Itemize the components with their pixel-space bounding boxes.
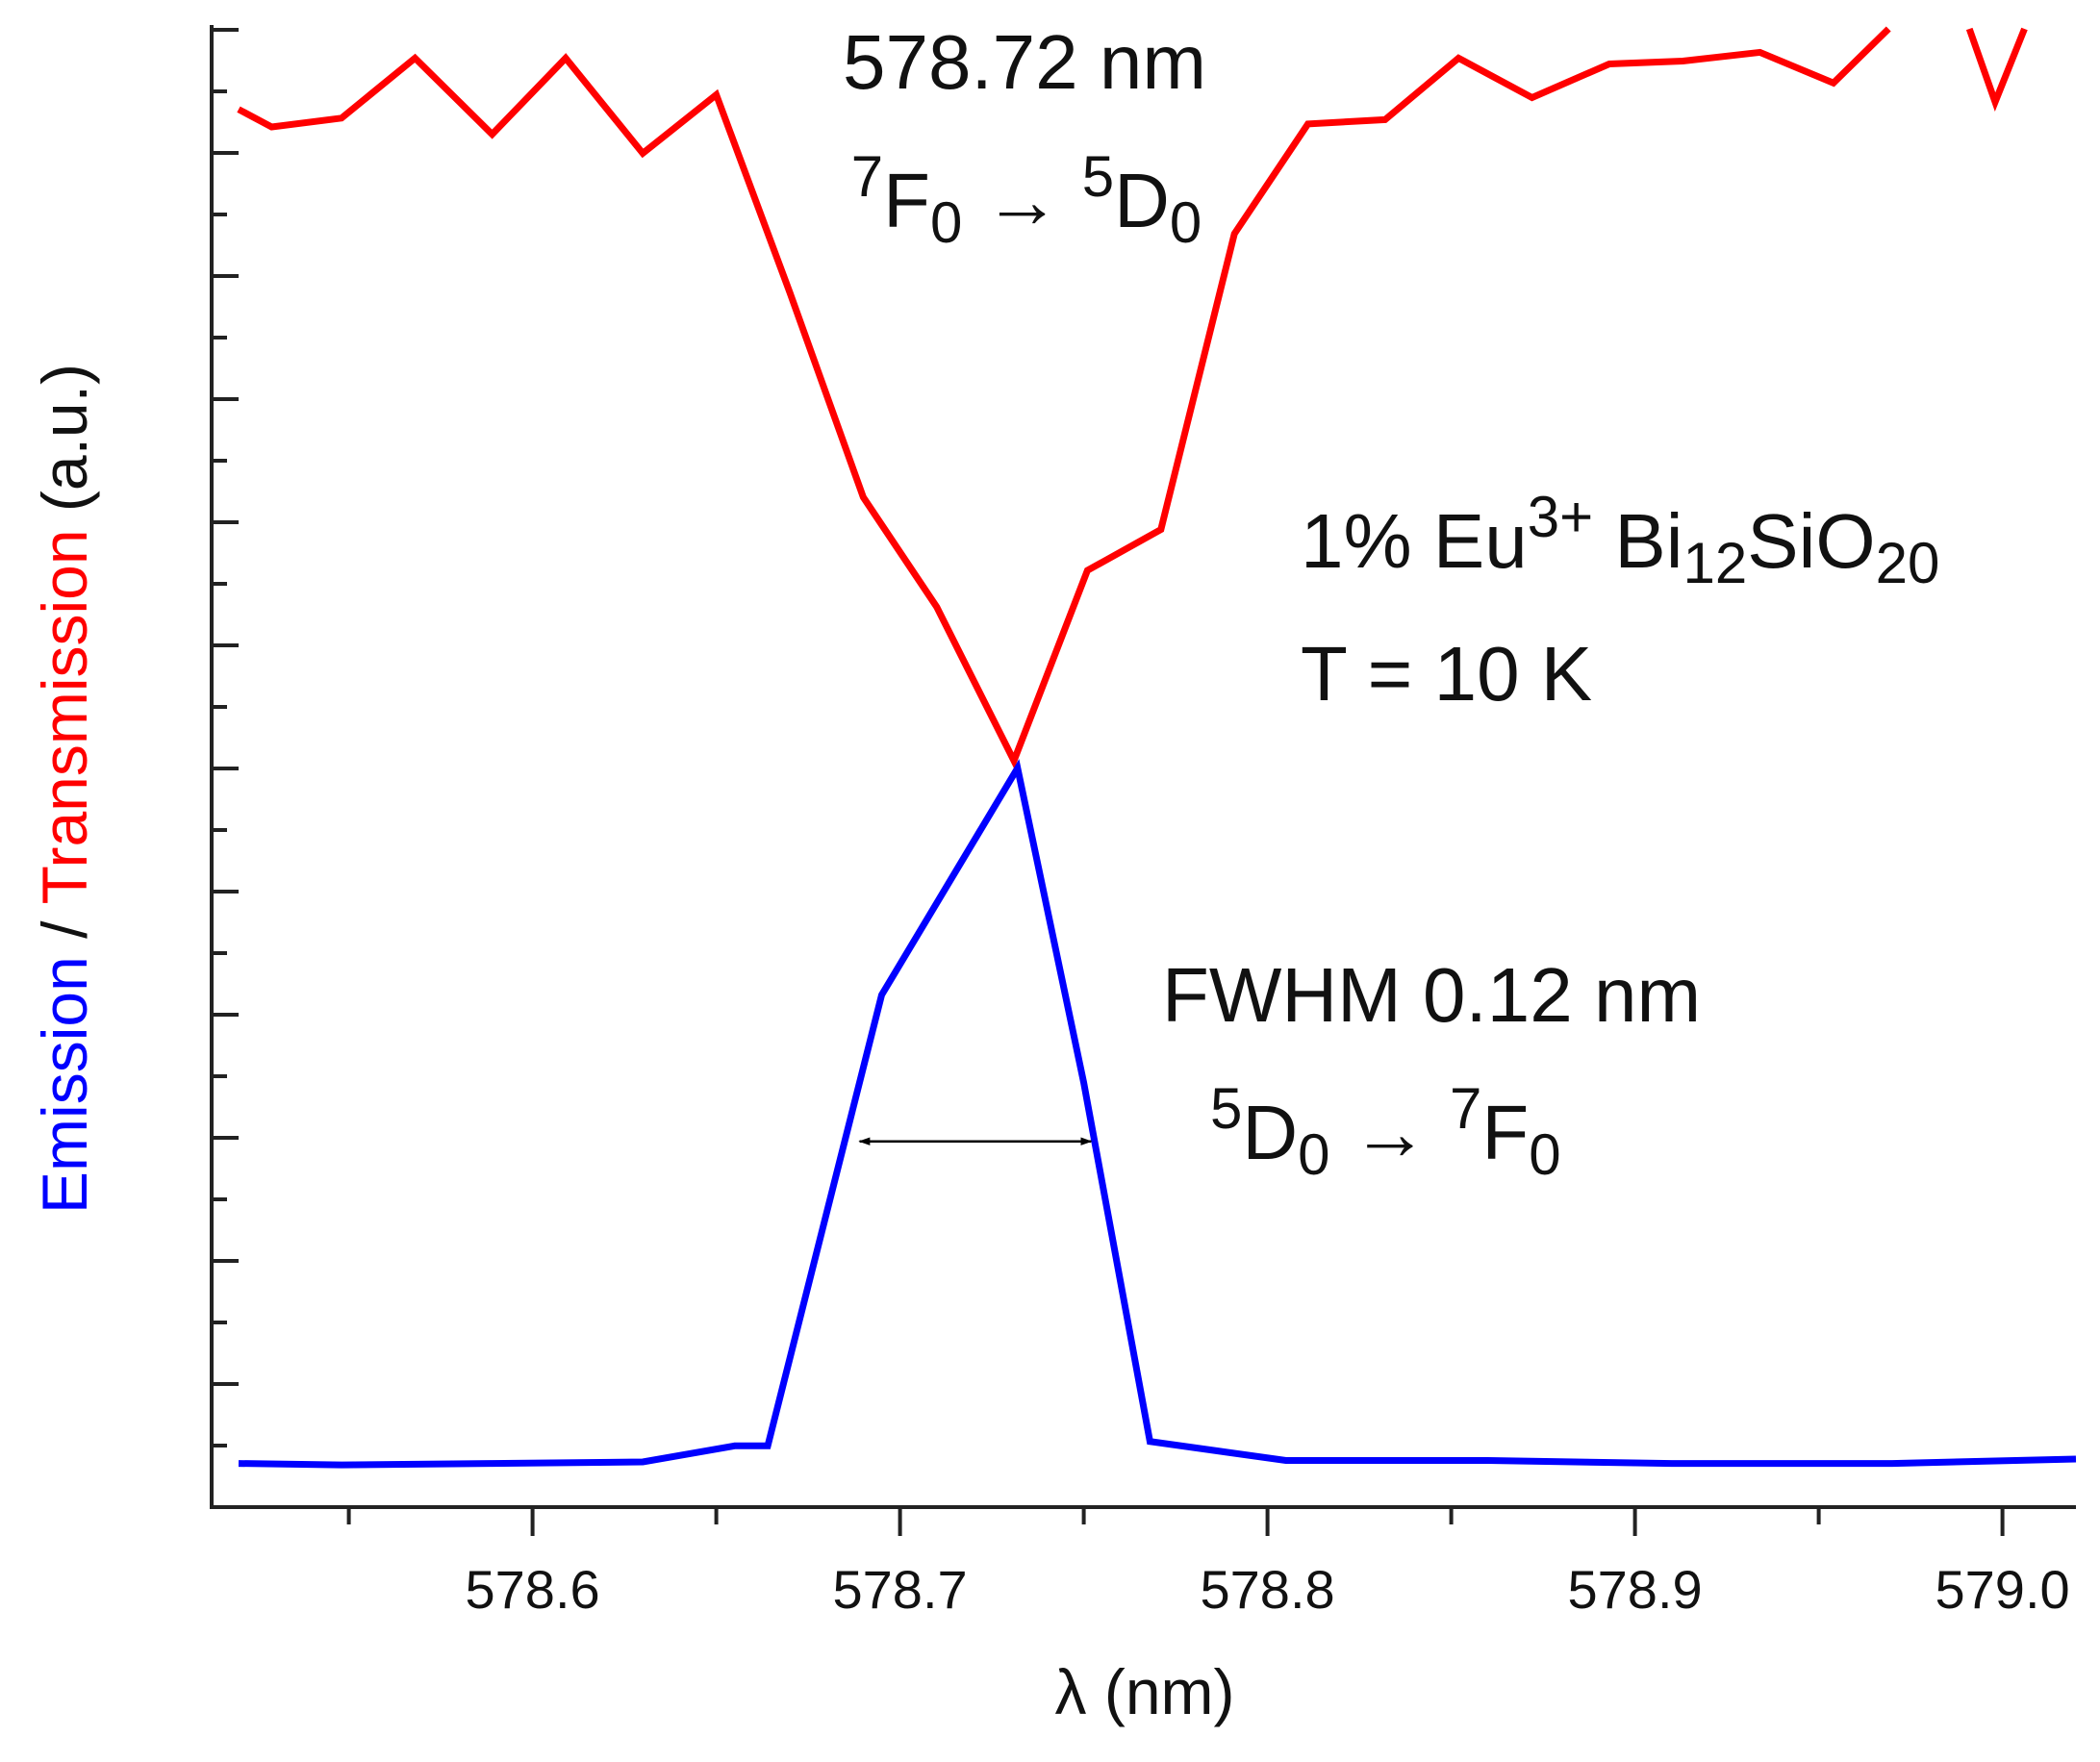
sample-prefix: 1% Eu — [1301, 498, 1528, 584]
x-tick-label: 578.8 — [1201, 1559, 1335, 1620]
x-axis-title: λ (nm) — [1055, 1656, 1235, 1727]
fwhm-label: FWHM 0.12 nm — [1162, 952, 1701, 1038]
temperature-label: T = 10 K — [1301, 631, 1592, 717]
em-upper-sup: 5 — [1210, 1076, 1242, 1141]
series-line-transmission — [237, 26, 1891, 769]
x-tick-label: 578.6 — [466, 1559, 600, 1620]
em-lower-sub: 0 — [1529, 1122, 1560, 1187]
sample-o-sub: 20 — [1876, 531, 1940, 595]
x-tick-label: 578.7 — [833, 1559, 968, 1620]
em-upper-sub: 0 — [1298, 1122, 1329, 1187]
x-ticks — [346, 1507, 2005, 1536]
abs-upper-letter: D — [1114, 158, 1170, 243]
sample-label: 1% Eu3+ Bi12SiO20 — [1301, 485, 1939, 595]
sample-eu-sup: 3+ — [1528, 485, 1593, 549]
plot-series — [237, 26, 2077, 1469]
absorption-transition-label: 7F0 → 5D0 — [851, 144, 1202, 255]
peak-wavelength-label: 578.72 nm — [843, 19, 1206, 105]
em-upper-letter: D — [1242, 1090, 1298, 1175]
x-tick-label: 578.9 — [1568, 1559, 1703, 1620]
axes — [210, 25, 2076, 1536]
em-lower-letter: F — [1481, 1090, 1529, 1175]
x-tick-label: 579.0 — [1936, 1559, 2070, 1620]
series-line-emission — [238, 759, 2077, 1469]
y-axis-title-transmission: Transmission — [29, 529, 100, 904]
abs-lower-sub: 0 — [930, 190, 962, 255]
series-line-transmission-upper-right-segment — [1965, 27, 2028, 113]
abs-lower-sup: 7 — [851, 144, 883, 209]
em-arrow: → — [1330, 1090, 1450, 1175]
x-tick-labels: 578.6 578.7 578.8 578.9 579.0 — [466, 1559, 2070, 1620]
sample-bi-sub: 12 — [1683, 531, 1747, 595]
y-axis-title-emission: Emission — [29, 956, 100, 1214]
abs-arrow: → — [962, 158, 1081, 243]
abs-lower-letter: F — [883, 158, 930, 243]
sample-bi: Bi — [1593, 498, 1683, 584]
y-ticks — [212, 28, 239, 1509]
abs-upper-sub: 0 — [1170, 190, 1202, 255]
sample-sio: SiO — [1747, 498, 1875, 584]
y-axis-title-separator: / — [29, 904, 100, 956]
y-axis-title-units: (a.u.) — [29, 364, 100, 529]
abs-upper-sup: 5 — [1082, 144, 1114, 209]
emission-transition-label: 5D0 → 7F0 — [1210, 1076, 1561, 1187]
em-lower-sup: 7 — [1450, 1076, 1481, 1141]
y-axis-title: Emission / Transmission (a.u.) — [29, 364, 100, 1214]
